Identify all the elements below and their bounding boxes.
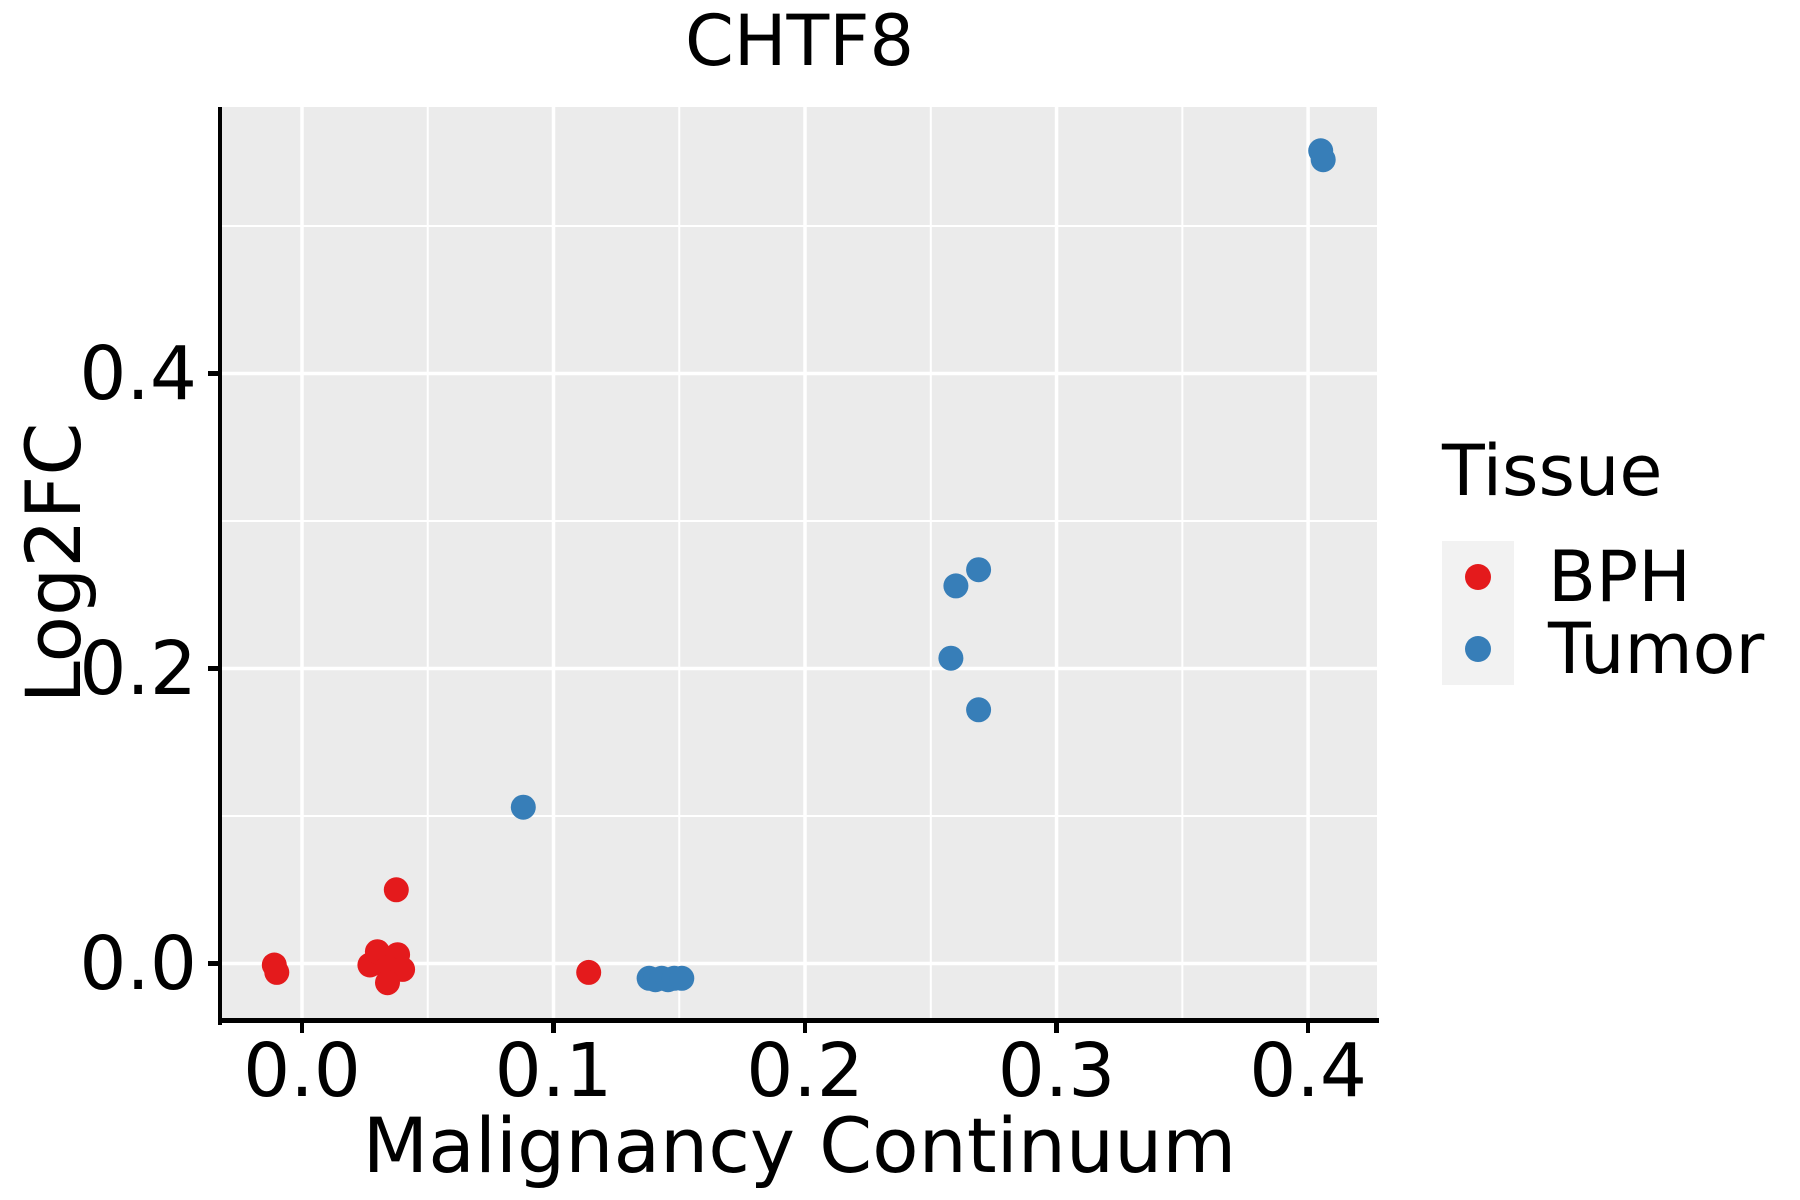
data-point-tumor: [510, 794, 536, 820]
panel-background: [222, 107, 1377, 1020]
legend-item-tumor: Tumor: [1442, 613, 1764, 685]
y-tick-label: 0.4: [79, 330, 197, 417]
x-axis-line: [217, 1018, 1379, 1023]
x-tick-mark: [1305, 1022, 1311, 1033]
legend: Tissue BPH Tumor: [1442, 436, 1764, 685]
legend-items: BPH Tumor: [1442, 541, 1764, 685]
x-tick-mark: [299, 1022, 305, 1033]
legend-key: [1442, 541, 1514, 613]
x-tick-mark: [802, 1022, 808, 1033]
legend-label: Tumor: [1548, 608, 1765, 690]
legend-title: Tissue: [1442, 430, 1663, 512]
y-axis-line: [217, 107, 222, 1025]
legend-key: [1442, 613, 1514, 685]
data-point-tumor: [938, 645, 964, 671]
data-point-tumor: [943, 573, 969, 599]
y-tick-label: 0.2: [79, 625, 197, 712]
data-point-tumor: [966, 697, 992, 723]
plot-title: CHTF8: [684, 0, 915, 82]
y-axis-title: Log2FC: [9, 422, 98, 704]
legend-dot-icon: [1465, 564, 1491, 590]
x-tick-mark: [551, 1022, 556, 1033]
data-point-bph: [576, 959, 602, 985]
y-tick-label: 0.0: [79, 920, 197, 1007]
y-tick-mark: [207, 961, 218, 966]
data-point-tumor: [1310, 147, 1336, 173]
data-point-bph: [383, 877, 409, 903]
plot-panel: [222, 107, 1377, 1020]
x-tick-label: 0.0: [243, 1028, 361, 1114]
data-point-bph: [375, 970, 400, 996]
legend-label: BPH: [1548, 536, 1691, 618]
x-tick-label: 0.4: [1249, 1028, 1367, 1114]
x-tick-mark: [1054, 1022, 1059, 1033]
x-tick-label: 0.1: [494, 1028, 613, 1114]
data-point-bph: [264, 959, 290, 985]
legend-dot-icon: [1465, 636, 1491, 662]
x-axis-title: Malignancy Continuum: [362, 1101, 1237, 1190]
y-tick-mark: [207, 371, 218, 376]
x-tick-label: 0.3: [997, 1028, 1116, 1114]
scatter-canvas: [222, 107, 1377, 1020]
x-tick-label: 0.2: [746, 1028, 864, 1114]
y-tick-mark: [207, 666, 218, 671]
legend-item-bph: BPH: [1442, 541, 1764, 613]
data-point-tumor: [669, 965, 695, 991]
data-point-tumor: [966, 557, 992, 583]
